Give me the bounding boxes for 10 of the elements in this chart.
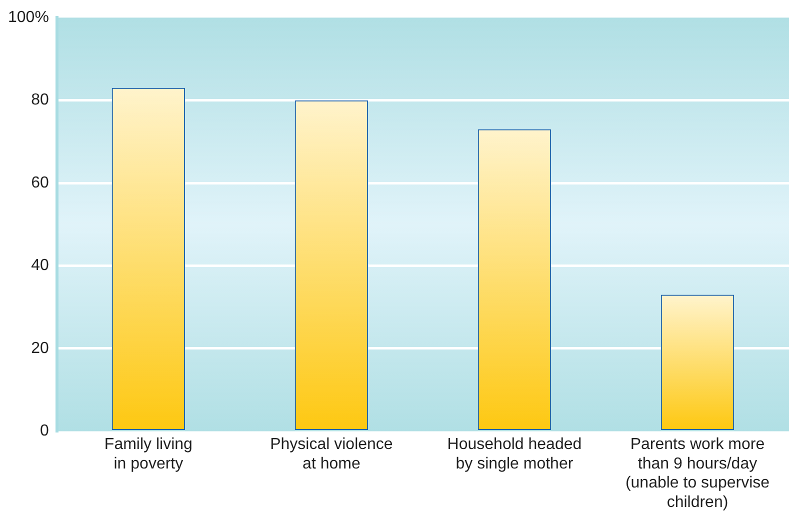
y-tick-label: 40	[31, 257, 50, 274]
x-tick-label: Household headed by single mother	[447, 436, 582, 472]
y-tick-label: 80	[31, 92, 50, 109]
x-tick-label: Parents work more than 9 hours/day (unable to supervise children)	[625, 436, 770, 511]
y-tick-label: 0	[40, 422, 50, 440]
y-tick-label: 20	[31, 340, 50, 357]
y-tick-label: 100%	[8, 9, 49, 26]
y-tick-label: 60	[31, 174, 50, 192]
x-tick-label: Family living in poverty	[104, 436, 192, 472]
x-tick-label: Physical violence at home	[270, 436, 393, 472]
